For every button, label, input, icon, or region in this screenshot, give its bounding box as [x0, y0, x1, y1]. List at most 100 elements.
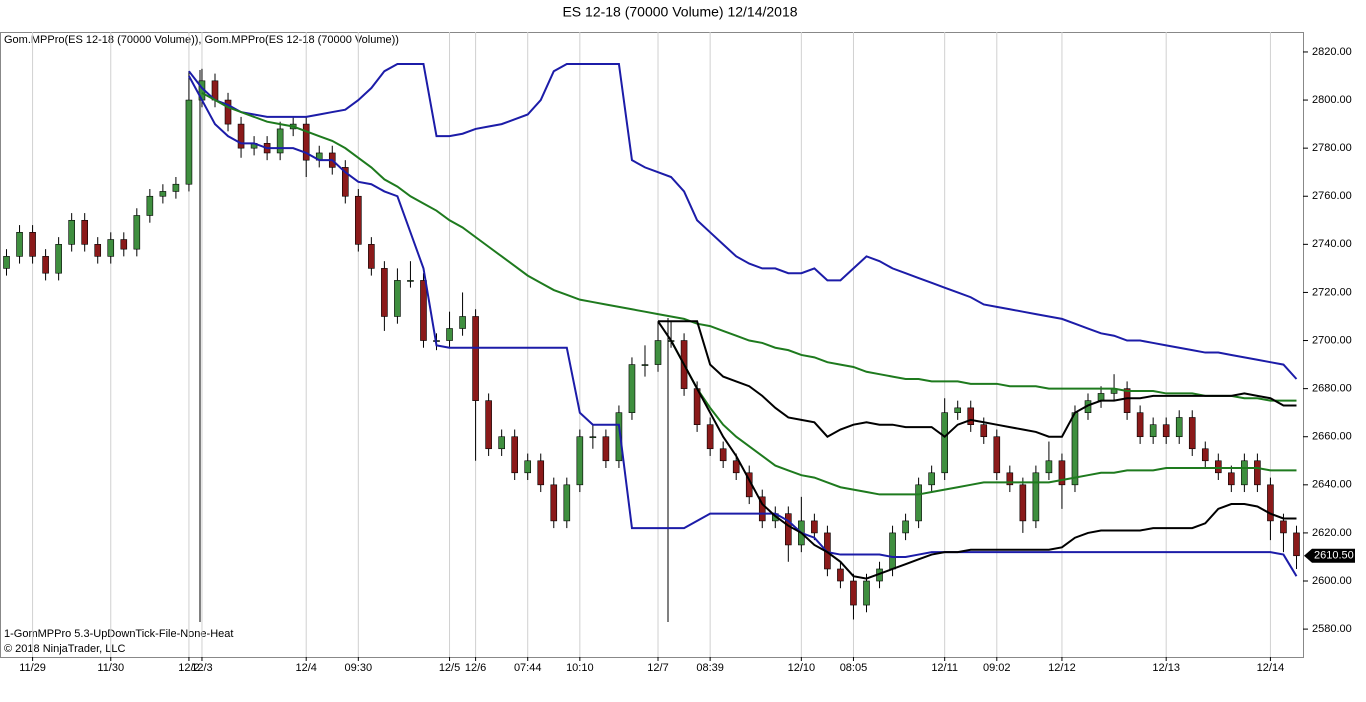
candle-body: [811, 520, 818, 534]
candle-body: [302, 123, 310, 161]
candle-body: [1201, 448, 1209, 462]
last-price-label: 2610.50: [1314, 550, 1354, 562]
indicator-line: [188, 75, 1298, 577]
candle-body: [68, 219, 75, 245]
candle-body: [81, 219, 88, 245]
x-tick-label: 10:10: [566, 662, 594, 674]
candle-body: [941, 412, 948, 474]
candle-body: [355, 195, 362, 245]
candle-body: [237, 123, 245, 149]
candle-body: [381, 268, 388, 317]
x-tick-label: 12/11: [931, 662, 958, 674]
y-tick-label: 2800.00: [1312, 94, 1352, 106]
y-tick-label: 2660.00: [1312, 431, 1352, 443]
x-tick-label: 12/4: [295, 662, 316, 674]
candle-body: [185, 99, 193, 185]
candle-body: [446, 328, 453, 341]
y-tick-label: 2600.00: [1312, 575, 1352, 587]
candle-body: [1280, 520, 1287, 534]
candle-body: [3, 256, 10, 269]
candle-body: [1006, 472, 1014, 486]
y-tick-label: 2780.00: [1312, 142, 1352, 154]
candle-body: [368, 244, 375, 269]
candle-body: [1136, 412, 1144, 438]
x-tick-label: 12/5: [439, 662, 460, 674]
candle-body: [706, 424, 714, 450]
x-tick-label: 12/6: [465, 662, 486, 674]
indicator-line: [201, 91, 1297, 402]
footer-line: 1-GomMPPro 5.3-UpDownTick-File-None-Heat: [4, 628, 233, 640]
candle-body: [420, 280, 427, 341]
candle-body: [863, 580, 870, 606]
indicator-line: [670, 340, 1297, 496]
x-tick-label: 11/30: [97, 662, 124, 674]
x-tick-label: 07:44: [514, 662, 542, 674]
last-price-marker: [1304, 548, 1355, 563]
y-tick-label: 2740.00: [1312, 238, 1352, 250]
candle-body: [1254, 460, 1261, 486]
candle-body: [628, 364, 636, 413]
y-tick-label: 2760.00: [1312, 190, 1352, 202]
y-tick-label: 2620.00: [1312, 527, 1352, 539]
candle-body: [485, 400, 492, 450]
candle-body: [394, 280, 401, 317]
candle-body: [498, 436, 505, 450]
candle-body: [407, 280, 414, 282]
candle-body: [563, 484, 571, 522]
candle-body: [1058, 460, 1066, 486]
candle-body: [889, 532, 896, 570]
candle-body: [576, 436, 584, 486]
x-tick-label: 12/3: [191, 662, 212, 674]
candle-body: [459, 316, 466, 329]
candle-body: [1162, 424, 1170, 438]
candle-body: [1019, 484, 1027, 522]
candle-body: [785, 513, 792, 546]
candle-body: [602, 436, 610, 462]
indicator-line: [188, 62, 1298, 380]
candle-body: [133, 215, 141, 250]
x-tick-label: 12/12: [1048, 662, 1076, 674]
candle-body: [615, 412, 623, 462]
x-tick-label: 12/2: [178, 662, 199, 674]
candle-body: [915, 484, 922, 522]
candle-body: [654, 340, 662, 365]
candle-body: [42, 256, 49, 274]
candle-body: [954, 407, 962, 413]
candle-body: [758, 496, 766, 522]
candle-body: [1293, 532, 1300, 557]
candle-body: [902, 520, 909, 534]
y-tick-label: 2640.00: [1312, 479, 1352, 491]
x-tick-label: 12/14: [1257, 662, 1285, 674]
candle-body: [276, 128, 284, 154]
candle-body: [719, 448, 727, 462]
x-tick-label: 08:05: [840, 662, 868, 674]
footer-line: © 2018 NinjaTrader, LLC: [4, 643, 125, 655]
candle-body: [341, 167, 349, 197]
x-tick-label: 09:30: [345, 662, 373, 674]
candle-body: [589, 436, 597, 439]
candle-body: [967, 407, 975, 425]
x-tick-label: 12/10: [788, 662, 816, 674]
candle-body: [224, 99, 232, 125]
candle-body: [537, 460, 545, 486]
candle-body: [837, 568, 844, 582]
x-tick-label: 12/13: [1152, 662, 1180, 674]
candle-body: [980, 424, 988, 438]
candle-body: [993, 436, 1001, 474]
candle-body: [1071, 412, 1079, 486]
x-tick-label: 08:39: [696, 662, 724, 674]
candle-body: [29, 232, 36, 257]
candle-body: [732, 460, 740, 474]
candle-body: [1188, 417, 1196, 450]
candle-body: [641, 364, 649, 366]
candle-body: [1215, 460, 1222, 474]
candle-body: [94, 244, 102, 257]
candle-body: [159, 191, 167, 197]
candle-body: [1267, 484, 1274, 522]
y-tick-label: 2680.00: [1312, 383, 1352, 395]
candle-body: [172, 183, 180, 192]
candle-body: [107, 239, 115, 257]
candle-body: [1149, 424, 1157, 438]
y-tick-label: 2580.00: [1312, 623, 1352, 635]
